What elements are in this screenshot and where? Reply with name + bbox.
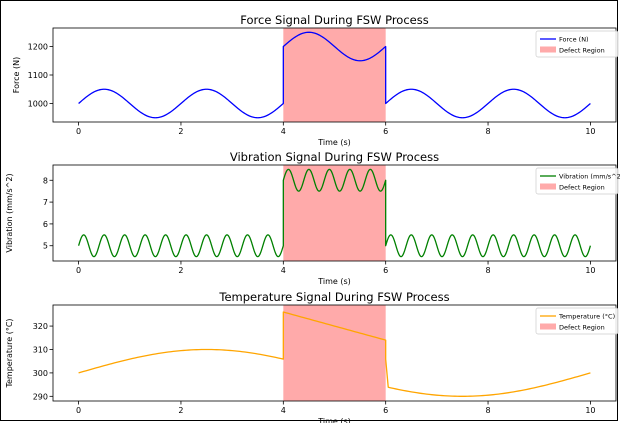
legend: Force (N) Defect Region xyxy=(535,30,619,58)
series-line-1 xyxy=(77,168,592,258)
legend-box xyxy=(535,167,619,195)
x-tick-label: 2 xyxy=(178,406,183,415)
legend-series-label: Temperature (°C) xyxy=(558,313,615,321)
legend-box xyxy=(535,307,619,335)
y-tick-label: 320 xyxy=(33,322,48,331)
x-tick-label: 8 xyxy=(485,406,490,415)
x-tick-label: 2 xyxy=(178,266,183,275)
legend-region-swatch xyxy=(540,183,556,190)
x-tick-label: 6 xyxy=(383,406,388,415)
legend-region-label: Defect Region xyxy=(559,324,605,332)
chart-panel-1: 0 2 4 6 8 10 1000 1100 1200 Force Signal During F… xyxy=(12,13,619,147)
legend-region-swatch xyxy=(540,46,556,53)
x-tick-label: 10 xyxy=(585,406,595,415)
legend: Vibration (mm/s^2) Defect Region xyxy=(535,167,620,195)
x-tick-label: 6 xyxy=(383,266,388,275)
y-tick-label: 6 xyxy=(43,220,48,229)
x-tick-label: 6 xyxy=(383,127,388,136)
x-axis-label: Time (s) xyxy=(317,277,351,286)
y-axis-label: Vibration (mm/s^2) xyxy=(5,173,14,252)
chart-panel-2: 0 2 4 6 8 10 5 6 7 8 Vibration Signal During FSW P… xyxy=(5,150,620,286)
legend-region-label: Defect Region xyxy=(559,184,605,192)
y-axis-label: Temperature (°C) xyxy=(5,318,14,388)
y-tick-label: 8 xyxy=(43,176,48,185)
legend: Temperature (°C) Defect Region xyxy=(535,307,619,335)
chart-title: Vibration Signal During FSW Process xyxy=(230,150,439,164)
legend-series-label: Force (N) xyxy=(559,36,589,44)
x-tick-label: 8 xyxy=(485,127,490,136)
x-tick-label: 10 xyxy=(585,127,595,136)
x-tick-label: 4 xyxy=(281,127,286,136)
y-tick-label: 310 xyxy=(33,345,48,354)
y-tick-label: 1000 xyxy=(28,99,48,108)
defect-region-band xyxy=(283,305,386,401)
legend-box xyxy=(535,30,619,58)
chart-title: Temperature Signal During FSW Process xyxy=(218,290,449,304)
x-tick-label: 0 xyxy=(76,127,81,136)
y-tick-label: 290 xyxy=(33,392,48,401)
x-tick-label: 0 xyxy=(76,266,81,275)
plot-area-frame xyxy=(52,164,617,262)
chart-panel-3: 0 2 4 6 8 10 290 300 310 320 Temperature Signal Du… xyxy=(5,290,619,423)
y-tick-label: 1100 xyxy=(28,71,48,80)
chart-title: Force Signal During FSW Process xyxy=(240,13,428,27)
series-line-1 xyxy=(78,311,591,397)
x-axis-label: Time (s) xyxy=(317,138,351,147)
x-tick-label: 0 xyxy=(76,406,81,415)
legend-region-label: Defect Region xyxy=(559,47,605,55)
x-tick-label: 8 xyxy=(485,266,490,275)
x-tick-label: 4 xyxy=(281,406,286,415)
plot-area-frame xyxy=(52,304,617,402)
y-axis-label: Force (N) xyxy=(12,57,21,93)
y-tick-label: 5 xyxy=(43,242,48,251)
series-line-1 xyxy=(78,31,591,119)
legend-series-label: Vibration (mm/s^2) xyxy=(559,173,620,181)
y-tick-label: 1200 xyxy=(28,43,48,52)
x-tick-label: 10 xyxy=(585,266,595,275)
x-tick-label: 4 xyxy=(281,266,286,275)
y-tick-label: 300 xyxy=(33,369,48,378)
defect-region-band xyxy=(283,28,386,122)
y-tick-label: 7 xyxy=(43,198,48,207)
legend-region-swatch xyxy=(540,323,556,330)
x-tick-label: 2 xyxy=(178,127,183,136)
x-axis-label: Time (s) xyxy=(317,417,351,423)
